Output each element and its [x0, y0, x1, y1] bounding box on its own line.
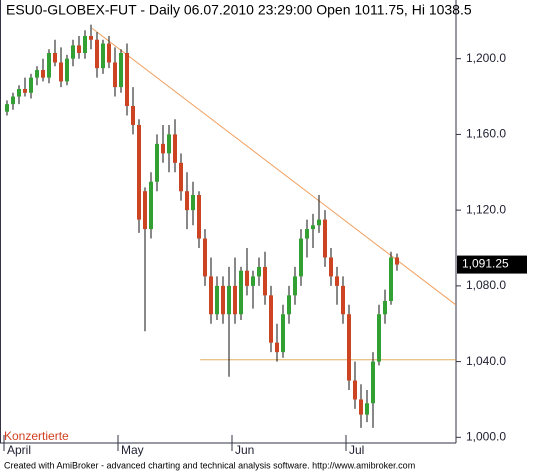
candle-body: [329, 257, 333, 277]
candle-body: [125, 53, 129, 107]
candle-body: [323, 219, 327, 258]
candle-body: [101, 43, 105, 69]
candle-body: [29, 77, 33, 93]
candle-body: [17, 88, 21, 97]
candle-body: [251, 276, 255, 286]
candle-body: [299, 238, 303, 277]
candle-body: [263, 266, 267, 296]
candle-body: [149, 181, 153, 230]
candle-body: [143, 191, 147, 230]
candle-body: [317, 219, 321, 226]
candle-body: [185, 191, 189, 211]
candle-body: [383, 301, 387, 315]
candle-body: [281, 314, 285, 353]
candle-body: [377, 314, 381, 362]
candle-body: [359, 399, 363, 415]
y-tick-label: 1,200.0: [466, 51, 506, 65]
candle-body: [173, 134, 177, 163]
candle-body: [215, 285, 219, 315]
candle-body: [197, 194, 201, 239]
candle-body: [269, 295, 273, 343]
y-tick-label: 1,120.0: [466, 202, 506, 216]
candle-body: [131, 106, 135, 125]
candle-body: [233, 285, 237, 315]
candle-body: [95, 39, 99, 69]
candle-body: [119, 53, 123, 88]
candle-body: [77, 45, 81, 54]
candle-body: [293, 276, 297, 296]
x-tick-label: April: [7, 443, 31, 457]
candle-body: [71, 45, 75, 59]
y-tick-label: 1,080.0: [466, 278, 506, 292]
chart-title: ESU0-GLOBEX-FUT - Daily 06.07.2010 23:29…: [6, 2, 472, 18]
candle-body: [11, 96, 15, 105]
candle-body: [209, 276, 213, 315]
candle-body: [137, 124, 141, 220]
candle-body: [41, 70, 45, 78]
last-price-label: 1,091.25: [462, 257, 509, 271]
candle-body: [107, 43, 111, 63]
y-tick-label: 1,160.0: [466, 127, 506, 141]
candle-body: [167, 134, 171, 154]
candle-body: [275, 342, 279, 353]
candle-body: [311, 225, 315, 230]
candle-body: [89, 35, 93, 40]
candle-body: [227, 285, 231, 315]
candle-body: [5, 104, 9, 112]
candle-body: [353, 380, 357, 400]
candle-body: [389, 257, 393, 302]
candle-body: [365, 403, 369, 415]
candle-body: [155, 143, 159, 182]
candle-body: [59, 62, 63, 82]
candle-body: [305, 229, 309, 239]
candle-body: [245, 270, 249, 286]
candle-body: [371, 361, 375, 404]
candle-body: [287, 295, 291, 315]
candle-body: [341, 285, 345, 315]
x-tick-label: May: [121, 443, 144, 457]
candle-body: [53, 53, 57, 63]
last-price-box: [457, 255, 527, 274]
candle-body: [161, 143, 165, 154]
footer: Created with AmiBroker - advanced charti…: [4, 460, 415, 470]
candle-body: [203, 238, 207, 277]
candle-body: [23, 88, 27, 93]
watermark: Konzertierte: [4, 429, 69, 443]
candle-body: [65, 58, 69, 82]
candle-body: [47, 53, 51, 78]
candle-body: [257, 266, 261, 277]
candle-body: [83, 35, 87, 54]
candle-body: [347, 314, 351, 381]
y-tick-label: 1,000.0: [466, 429, 506, 443]
candle-body: [191, 194, 195, 211]
x-tick-label: Jul: [349, 443, 364, 457]
candle-body: [395, 257, 399, 265]
candle-body: [335, 276, 339, 286]
candle-body: [113, 62, 117, 88]
candle-body: [179, 162, 183, 192]
candle-body: [221, 285, 225, 315]
candle-body: [35, 70, 39, 78]
y-tick-label: 1,040.0: [466, 354, 506, 368]
candle-body: [239, 270, 243, 315]
x-tick-label: Jun: [235, 443, 254, 457]
